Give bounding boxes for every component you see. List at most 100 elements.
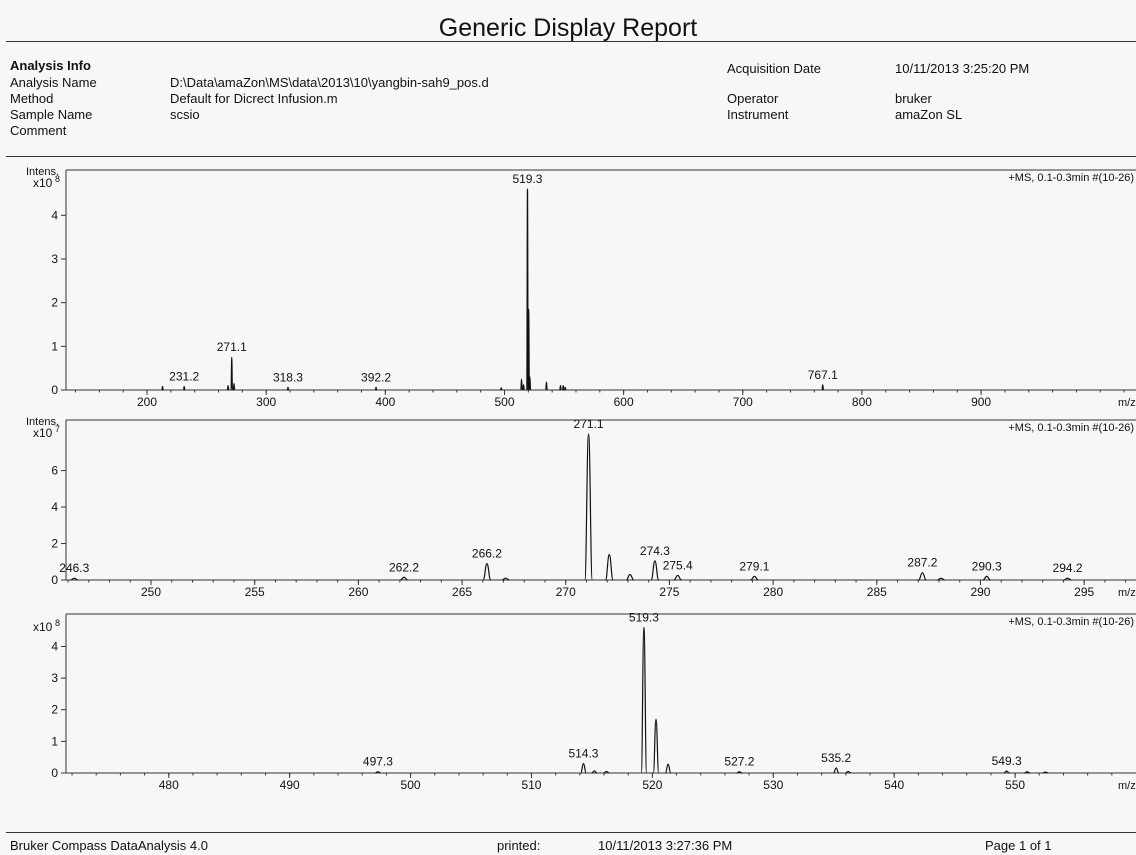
x-axis-unit: m/z [1118, 397, 1136, 409]
y-tick-label: 4 [51, 208, 58, 222]
spectrum-peak [400, 576, 408, 581]
y-axis-label: Intens. [26, 166, 59, 178]
x-axis-unit: m/z [1118, 587, 1136, 599]
peak-label: 514.3 [568, 747, 598, 761]
peak-label: 290.3 [972, 559, 1002, 573]
spectrum-peak [650, 560, 660, 581]
spectrum-peak [736, 771, 743, 774]
spectrum-peak [522, 384, 525, 391]
peak-label: 294.2 [1053, 561, 1083, 575]
x-axis-unit: m/z [1118, 780, 1136, 792]
x-tick-label: 200 [137, 395, 157, 409]
title-rule [6, 41, 1136, 42]
scan-info: +MS, 0.1-0.3min #(10-26) [1008, 172, 1134, 184]
x-tick-label: 500 [401, 778, 421, 792]
x-tick-label: 270 [556, 585, 576, 599]
x-tick-label: 400 [375, 395, 395, 409]
spectrum-peak [652, 718, 660, 774]
spectrum-peak [561, 385, 565, 391]
peak-label: 279.1 [739, 559, 769, 573]
peak-label: 767.1 [808, 368, 838, 382]
y-tick-label: 2 [51, 537, 58, 551]
y-axis-label: Intens. [26, 416, 59, 428]
x-tick-label: 250 [141, 585, 161, 599]
method-value: Default for Dicrect Infusion.m [170, 91, 338, 106]
y-tick-label: 2 [51, 296, 58, 310]
spectrum-panel-2: Intens.x10 7 0 2 4 6 250 255 260 265 270 275 280 285 2… [26, 416, 1136, 599]
spectrum-peak [374, 386, 378, 391]
peak-label: 392.2 [361, 370, 391, 384]
spectrum-peak [527, 308, 530, 391]
peak-label: 287.2 [907, 556, 937, 570]
y-exponent: x10 [33, 620, 53, 634]
x-tick-label: 510 [521, 778, 541, 792]
y-exponent: x10 [33, 426, 53, 440]
method-label: Method [10, 91, 54, 106]
spectrum-peak [1042, 771, 1049, 774]
report-title: Generic Display Report [438, 14, 698, 42]
spectrum-peak [559, 385, 562, 391]
x-tick-label: 280 [763, 585, 783, 599]
analysis-name-label: Analysis Name [10, 75, 97, 90]
peak-label: 262.2 [389, 560, 419, 574]
y-tick-label: 2 [51, 703, 58, 717]
spectrum-peak [750, 575, 759, 581]
y-tick-label: 4 [51, 639, 58, 653]
x-tick-label: 260 [348, 585, 368, 599]
x-tick-label: 300 [256, 395, 276, 409]
spectrum-peak [545, 381, 548, 391]
spectrum-panel-1: Intens.x10 8 0 1 2 3 4 200 300 400 500 600 700 800 900… [26, 166, 1136, 409]
x-tick-label: 700 [733, 395, 753, 409]
footer-printed-label: printed: [497, 838, 541, 853]
spectrum-peak [845, 770, 852, 774]
spectrum-peak [375, 771, 381, 774]
sample-name-value: scsio [170, 107, 200, 122]
y-exponent-power: 8 [55, 174, 60, 184]
footer-rule [6, 832, 1136, 833]
scan-info: +MS, 0.1-0.3min #(10-26) [1008, 616, 1134, 628]
y-tick-label: 0 [51, 383, 58, 397]
spectrum-peak [982, 575, 991, 581]
peak-label: 271.1 [574, 417, 604, 431]
y-tick-label: 6 [51, 464, 58, 478]
peak-label: 519.3 [512, 172, 542, 186]
x-tick-label: 290 [970, 585, 990, 599]
spectrum-peak [918, 572, 927, 581]
y-tick-label: 1 [51, 734, 58, 748]
spectrum-peak [821, 384, 825, 391]
spectrum-peak [1063, 577, 1072, 581]
x-tick-label: 275 [659, 585, 679, 599]
spectrum-peak [833, 767, 840, 774]
x-tick-label: 520 [642, 778, 662, 792]
y-tick-label: 1 [51, 339, 58, 353]
peak-label: 497.3 [363, 755, 393, 769]
y-tick-label: 0 [51, 766, 58, 780]
peak-label: 274.3 [640, 544, 670, 558]
spectrum-peak [226, 385, 230, 391]
acquisition-date-label: Acquisition Date [727, 61, 821, 76]
spectrum-peak [286, 386, 290, 391]
x-tick-label: 500 [494, 395, 514, 409]
spectrum-peak [499, 387, 503, 391]
operator-value: bruker [895, 91, 932, 106]
analysis-name-value: D:\Data\amaZon\MS\data\2013\10\yangbin-s… [170, 75, 489, 90]
y-exponent: x10 [33, 176, 53, 190]
spectrum-peak [182, 385, 186, 391]
peak-label: 527.2 [724, 755, 754, 769]
spectrum-peak [604, 553, 614, 581]
x-tick-label: 480 [159, 778, 179, 792]
spectrum-peak [563, 386, 567, 391]
spectrum-peak [584, 433, 593, 581]
sample-name-label: Sample Name [10, 107, 93, 122]
y-exponent-power: 8 [55, 618, 60, 628]
x-tick-label: 800 [852, 395, 872, 409]
acquisition-date-value: 10/11/2013 3:25:20 PM [895, 61, 1030, 76]
spectrum-peak [230, 356, 234, 391]
x-tick-label: 540 [884, 778, 904, 792]
spectrum-peak [520, 378, 523, 391]
instrument-label: Instrument [727, 107, 789, 122]
spectrum-peak [161, 385, 164, 391]
peak-label: 266.2 [472, 547, 502, 561]
spectrum-peak [1024, 771, 1030, 774]
footer-printed-date: 10/11/2013 3:27:36 PM [598, 838, 733, 853]
